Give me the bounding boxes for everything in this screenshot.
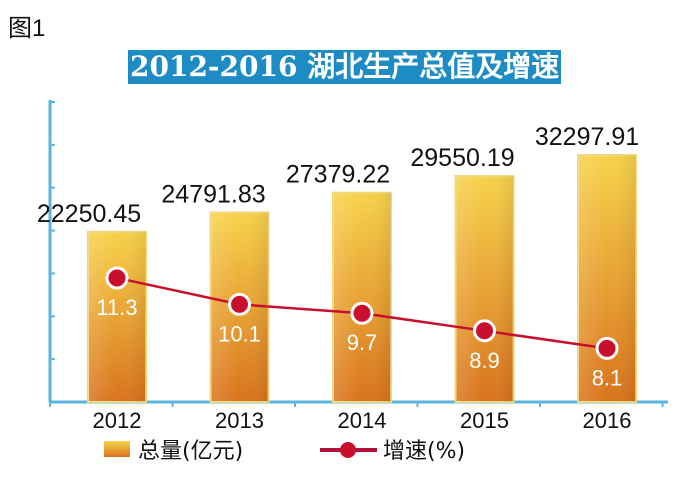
bar-shade	[578, 155, 636, 402]
legend-line-marker	[340, 442, 356, 458]
bar-value-label: 27379.22	[286, 161, 390, 189]
x-tick-label: 2012	[93, 408, 142, 433]
figure-label: 图1	[8, 15, 46, 42]
legend-bar-swatch	[104, 441, 130, 457]
growth-label: 9.7	[347, 330, 378, 355]
x-tick-label: 2014	[338, 408, 387, 433]
bar-value-label: 24791.83	[161, 180, 265, 208]
growth-point	[228, 292, 251, 316]
bar-value-label: 22250.45	[37, 200, 141, 228]
x-tick-label: 2013	[215, 408, 264, 433]
bar-shade	[333, 192, 391, 402]
growth-label: 8.9	[469, 348, 500, 373]
growth-point	[105, 266, 129, 290]
legend-line-label: 增速(%)	[383, 439, 465, 464]
growth-point	[595, 336, 619, 360]
x-tick-label: 2016	[583, 408, 632, 433]
growth-label: 11.3	[96, 295, 137, 320]
x-tick-label: 2015	[460, 408, 509, 433]
growth-label: 10.1	[218, 321, 261, 346]
chart-title: 2012-2016 湖北生产总值及增速	[128, 50, 562, 84]
bar-value-label: 29550.19	[410, 144, 514, 172]
growth-point	[473, 319, 496, 343]
bar-shade	[455, 176, 514, 402]
growth-label: 8.1	[592, 365, 623, 390]
bar-shade	[88, 231, 146, 402]
bar-value-label: 32297.91	[535, 123, 639, 151]
growth-point	[350, 301, 374, 325]
legend-bar-label: 总量(亿元)	[138, 439, 243, 464]
